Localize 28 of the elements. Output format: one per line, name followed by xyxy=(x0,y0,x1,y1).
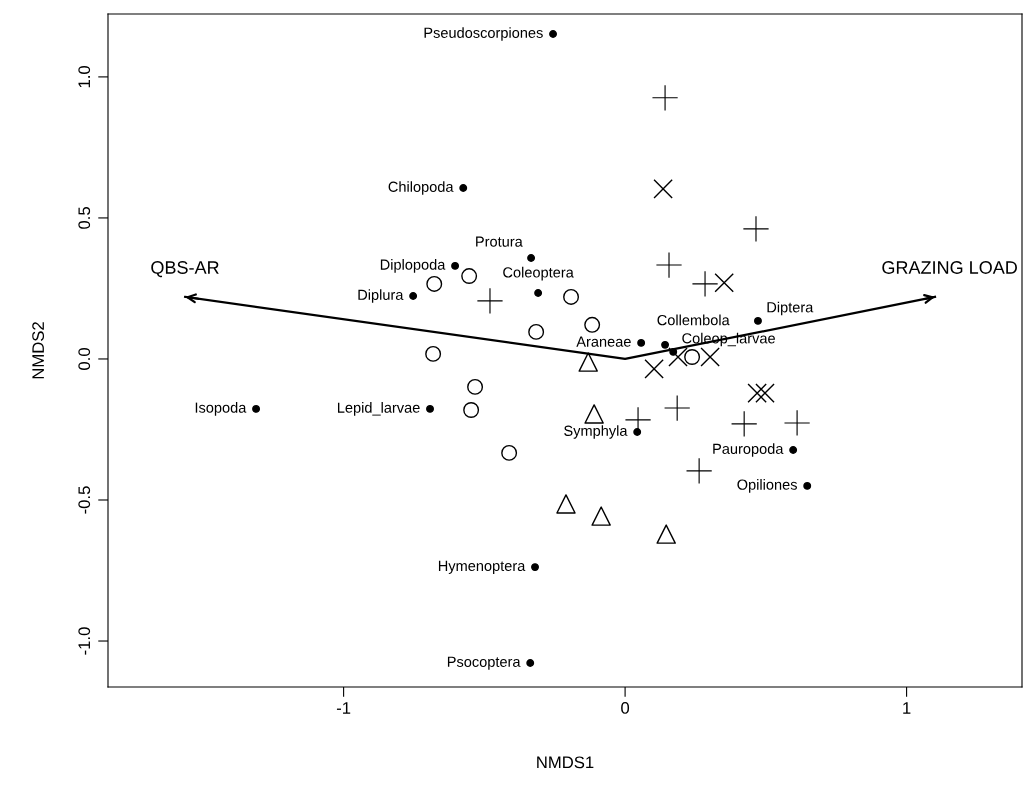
annotation: GRAZING LOAD xyxy=(882,261,1017,274)
annotation: Protura xyxy=(476,236,523,247)
x-axis-title: NMDS1 xyxy=(537,756,594,769)
annotation: Diplura xyxy=(358,289,404,303)
y-axis-title: NMDS2 xyxy=(32,322,45,379)
annotation: Psocoptera xyxy=(447,656,521,670)
annotation: Chilopoda xyxy=(388,181,454,195)
x-tick-label: -1 xyxy=(336,702,351,714)
annotation: Coleoptera xyxy=(503,266,574,281)
annotation: Diplopoda xyxy=(380,259,446,273)
annotation: Hymenoptera xyxy=(438,560,526,574)
annotation: Pauropoda xyxy=(713,443,784,457)
annotation: Araneae xyxy=(576,336,631,347)
y-tick-label: 0.5 xyxy=(78,207,91,229)
y-tick-label: 0.0 xyxy=(78,348,91,370)
annotation: Collembola xyxy=(657,314,730,326)
y-tick-label: -0.5 xyxy=(78,486,91,514)
annotation: Diptera xyxy=(767,301,814,316)
y-tick-label: 1.0 xyxy=(78,65,91,88)
annotation: Lepid_larvae xyxy=(337,402,420,416)
annotation: Opiliones xyxy=(737,479,797,493)
annotation: Isopoda xyxy=(195,402,247,416)
annotation: Symphyla xyxy=(564,425,628,439)
annotation: Pseudoscorpiones xyxy=(424,27,543,41)
annotation: QBS-AR xyxy=(151,261,219,278)
x-tick-label: 1 xyxy=(903,702,911,714)
y-tick-label: -1.0 xyxy=(78,627,91,655)
x-tick-label: 0 xyxy=(621,702,630,714)
